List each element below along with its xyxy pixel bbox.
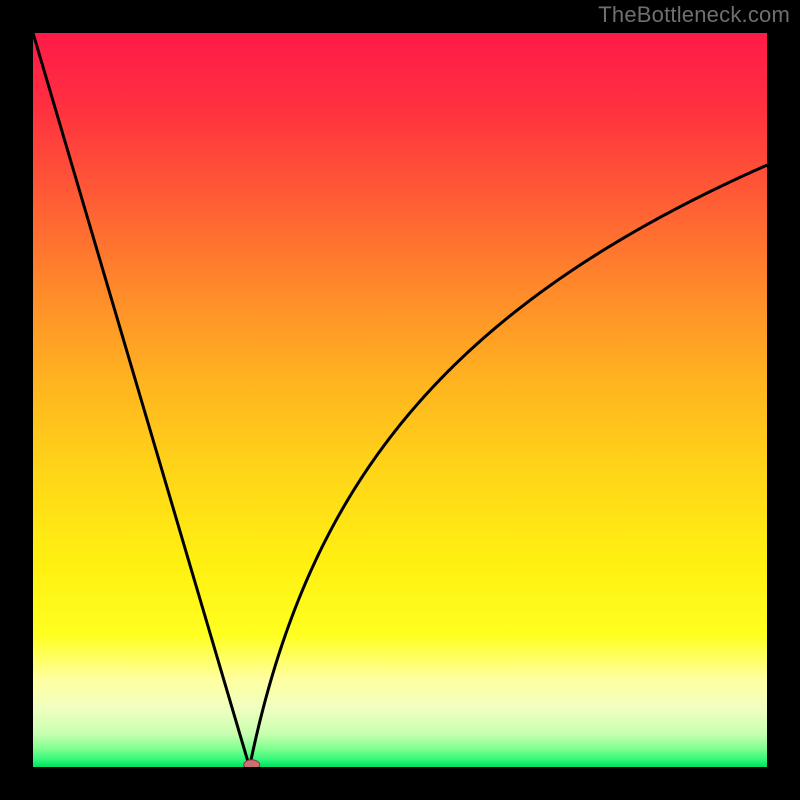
plot-svg <box>33 33 767 767</box>
plot-area <box>33 33 767 767</box>
gradient-background <box>33 33 767 767</box>
figure-root: TheBottleneck.com <box>0 0 800 800</box>
optimum-marker <box>244 760 260 767</box>
watermark-text: TheBottleneck.com <box>598 2 790 28</box>
